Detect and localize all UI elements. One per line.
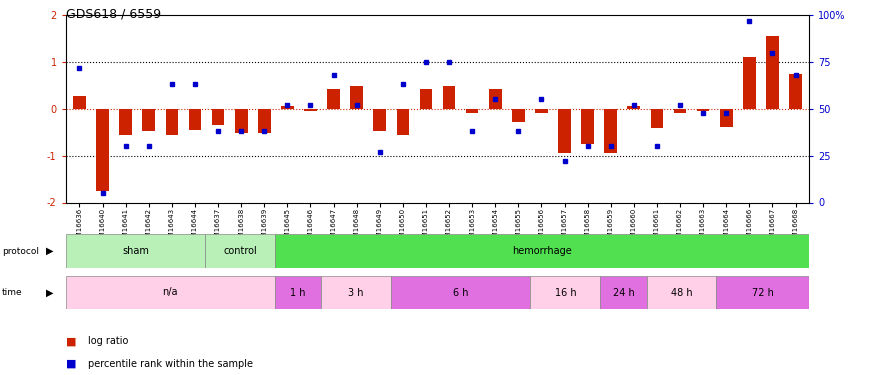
Bar [536, 109, 548, 112]
Text: 3 h: 3 h [348, 288, 364, 297]
Bar [143, 109, 155, 131]
Bar [530, 276, 600, 309]
Text: ■: ■ [66, 336, 76, 346]
Text: protocol: protocol [2, 247, 38, 256]
Bar [66, 234, 205, 268]
Bar [350, 86, 363, 109]
Text: 48 h: 48 h [671, 288, 692, 297]
Bar [96, 109, 108, 191]
Bar [327, 89, 340, 109]
Bar [466, 109, 479, 112]
Text: control: control [223, 246, 257, 256]
Text: log ratio: log ratio [88, 336, 128, 346]
Bar [581, 109, 594, 144]
Bar [627, 106, 640, 109]
Text: 1 h: 1 h [290, 288, 305, 297]
Bar [489, 89, 501, 109]
Bar [605, 109, 617, 153]
Bar [304, 109, 317, 111]
Bar [391, 276, 530, 309]
Text: n/a: n/a [163, 288, 178, 297]
Bar [558, 109, 570, 153]
Bar [234, 109, 248, 133]
Bar [374, 109, 386, 131]
Bar [396, 109, 410, 135]
Bar [743, 57, 756, 109]
Bar [766, 36, 779, 109]
Bar [275, 234, 809, 268]
Text: ▶: ▶ [46, 246, 53, 256]
Bar [647, 276, 717, 309]
Text: time: time [2, 288, 23, 297]
Bar [321, 276, 391, 309]
Bar [212, 109, 224, 125]
Bar [119, 109, 132, 135]
Text: sham: sham [122, 246, 149, 256]
Bar [717, 276, 809, 309]
Bar [696, 109, 710, 111]
Bar [789, 74, 802, 109]
Bar [275, 276, 321, 309]
Bar [189, 109, 201, 130]
Bar [420, 89, 432, 109]
Text: 6 h: 6 h [453, 288, 468, 297]
Text: 24 h: 24 h [612, 288, 634, 297]
Bar [674, 109, 686, 112]
Text: hemorrhage: hemorrhage [512, 246, 572, 256]
Bar [651, 109, 663, 128]
Bar [66, 276, 275, 309]
Text: ▶: ▶ [46, 288, 53, 297]
Text: 16 h: 16 h [555, 288, 576, 297]
Bar [443, 86, 455, 109]
Text: ■: ■ [66, 359, 76, 369]
Bar [600, 276, 647, 309]
Bar [720, 109, 732, 127]
Bar [512, 109, 525, 122]
Text: percentile rank within the sample: percentile rank within the sample [88, 359, 253, 369]
Bar [205, 234, 275, 268]
Bar [74, 96, 86, 109]
Text: GDS618 / 6559: GDS618 / 6559 [66, 8, 161, 21]
Text: 72 h: 72 h [752, 288, 774, 297]
Bar [165, 109, 178, 135]
Bar [258, 109, 270, 133]
Bar [281, 106, 294, 109]
